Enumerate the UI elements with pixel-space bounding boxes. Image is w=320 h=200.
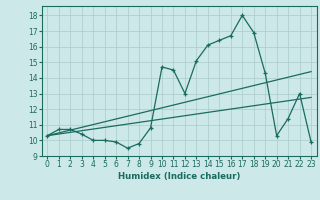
X-axis label: Humidex (Indice chaleur): Humidex (Indice chaleur) [118,172,240,181]
